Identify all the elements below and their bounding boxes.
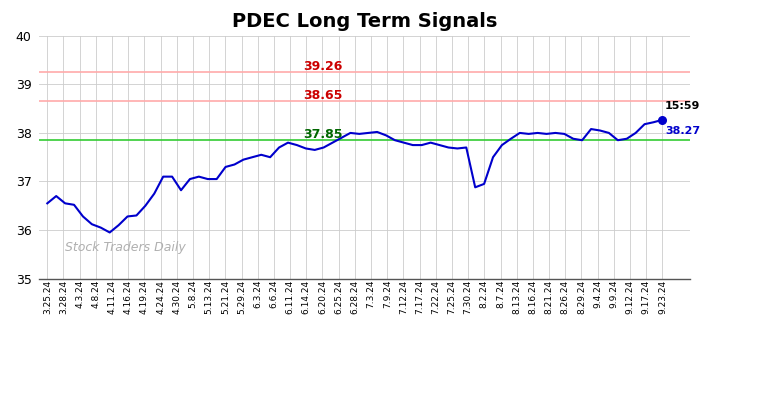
Text: 38.27: 38.27 (665, 126, 700, 136)
Text: 38.65: 38.65 (303, 90, 342, 102)
Text: 37.85: 37.85 (303, 128, 343, 141)
Text: 39.26: 39.26 (303, 60, 342, 73)
Point (656, 117, 669, 123)
Text: Stock Traders Daily: Stock Traders Daily (65, 241, 186, 254)
Text: 15:59: 15:59 (665, 101, 700, 111)
Title: PDEC Long Term Signals: PDEC Long Term Signals (232, 12, 497, 31)
